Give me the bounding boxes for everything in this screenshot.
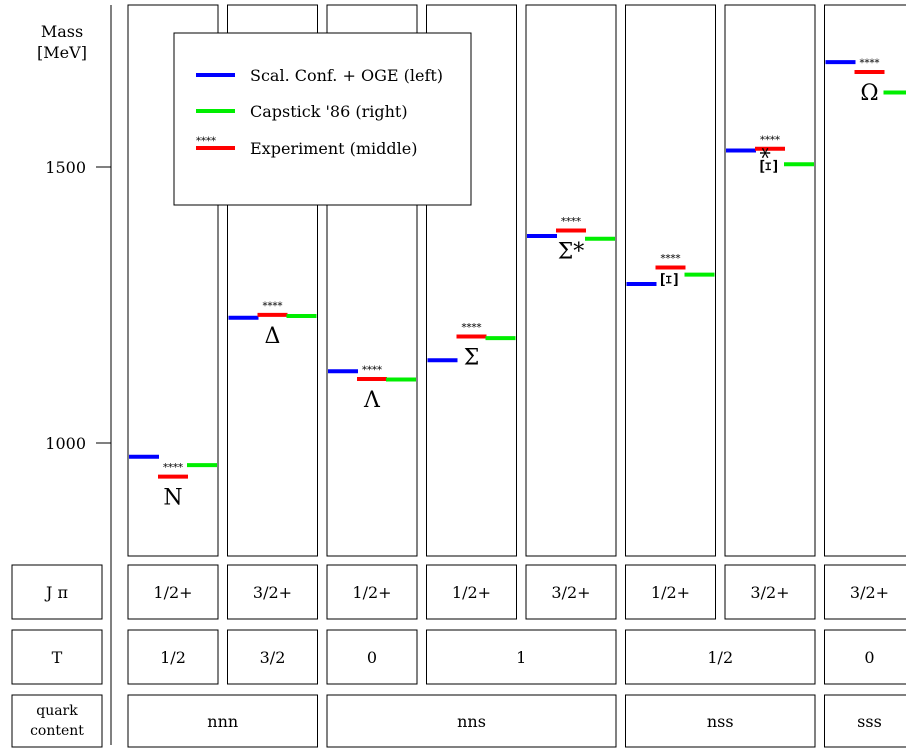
quark-value: nss (707, 712, 734, 731)
jp-value-xi: 1/2+ (651, 583, 690, 602)
stars-xi-star: **** (760, 135, 780, 146)
jp-cell (227, 564, 318, 620)
legend-label-model: Scal. Conf. + OGE (left) (250, 66, 443, 85)
legend-box (173, 32, 472, 206)
stars-n: **** (163, 463, 183, 474)
stars-sigma-star: **** (561, 216, 581, 227)
stars-delta: **** (263, 301, 283, 312)
particle-label-sigma-star: Σ* (558, 239, 585, 264)
quark-cell (127, 694, 318, 748)
stars-xi: **** (661, 253, 681, 264)
particle-label-xi-star: Ξ* (758, 148, 783, 174)
column-omega (824, 4, 906, 557)
column-sigma-star (525, 4, 617, 557)
particle-label-xi: Ξ (659, 272, 684, 287)
jp-cell (326, 564, 418, 620)
column-delta (227, 4, 318, 557)
legend: Scal. Conf. + OGE (left) Capstick '86 (r… (173, 32, 472, 206)
particle-label-lambda: Λ (363, 388, 381, 413)
jp-value-delta: 3/2+ (253, 583, 292, 602)
jp-cell (127, 564, 219, 620)
t-value: 0 (367, 648, 377, 667)
legend-label-capstick: Capstick '86 (right) (250, 102, 408, 121)
y-axis-label-unit: [MeV] (37, 43, 87, 62)
quark-cell (625, 694, 816, 748)
jp-value-sigma: 1/2+ (452, 583, 491, 602)
jp-cell (426, 564, 517, 620)
particle-columns (127, 4, 906, 557)
jp-value-sigma-star: 3/2+ (551, 583, 590, 602)
y-tick-label-1000: 1000 (45, 434, 86, 453)
row-header-t (11, 629, 103, 685)
row-header-label-jp: J π (44, 583, 68, 602)
t-cell (227, 629, 318, 685)
t-cell (326, 629, 418, 685)
t-cell (625, 629, 816, 685)
mass-marks: **** N **** Δ **** Λ **** Σ **** Σ* **** Ξ **** Ξ* ***… (129, 58, 906, 511)
quark-cell (824, 694, 906, 748)
t-value: 1/2 (707, 648, 733, 667)
row-header-label-quark-2: content (30, 723, 84, 739)
jp-cell (724, 564, 816, 620)
t-cell (127, 629, 219, 685)
stars-lambda: **** (362, 365, 382, 376)
particle-label-delta: Δ (265, 324, 281, 349)
y-tick-label-1500: 1500 (45, 158, 86, 177)
t-cell (426, 629, 617, 685)
row-header-jp (11, 564, 103, 620)
y-axis-label-mass: Mass (41, 22, 83, 41)
particle-label-sigma: Σ (464, 345, 480, 370)
quark-value: sss (857, 712, 882, 731)
column-xi-star (724, 4, 816, 557)
jp-value-n: 1/2+ (153, 583, 192, 602)
row-header-quark (11, 694, 103, 748)
t-value: 0 (864, 648, 874, 667)
t-value: 3/2 (260, 648, 286, 667)
row-header-label-quark-1: quark (36, 703, 78, 719)
jp-cell (824, 564, 906, 620)
particle-label-omega: Ω (860, 81, 878, 106)
t-cell (824, 629, 906, 685)
legend-stars-experiment: **** (196, 136, 216, 147)
legend-label-experiment: Experiment (middle) (250, 139, 417, 158)
t-value: 1/2 (160, 648, 186, 667)
column-xi (625, 4, 716, 557)
jp-cell (525, 564, 617, 620)
jp-value-xi-star: 3/2+ (750, 583, 789, 602)
particle-label-n: N (163, 486, 182, 511)
jp-value-lambda: 1/2+ (352, 583, 391, 602)
y-axis-ticks: 1000 1500 (45, 158, 111, 453)
column-n (127, 4, 219, 557)
row-header-label-t: T (52, 648, 63, 667)
jp-value-omega: 3/2+ (850, 583, 889, 602)
column-sigma (426, 4, 517, 557)
jp-cell (625, 564, 716, 620)
quark-cell (326, 694, 617, 748)
stars-sigma: **** (462, 322, 482, 333)
quark-value: nns (457, 712, 486, 731)
stars-omega: **** (860, 58, 880, 69)
t-value: 1 (516, 648, 526, 667)
quark-value: nnn (207, 712, 238, 731)
column-lambda (326, 4, 418, 557)
